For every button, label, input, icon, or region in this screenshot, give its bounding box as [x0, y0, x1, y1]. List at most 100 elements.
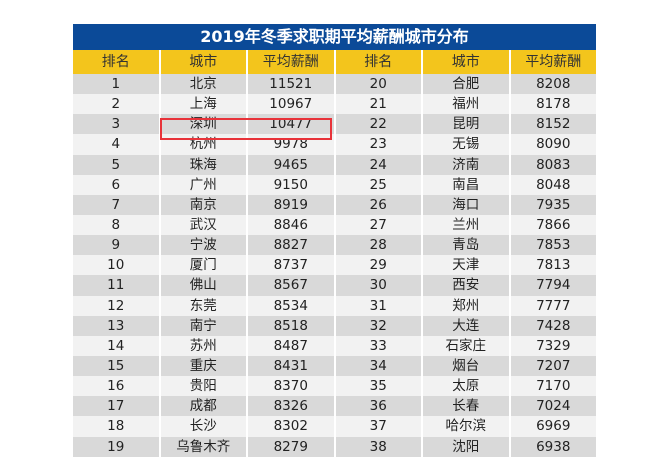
cell-city: 长春	[423, 396, 511, 417]
cell-city: 武汉	[161, 214, 248, 236]
cell-salary: 8326	[248, 396, 336, 417]
cell-rank: 8	[73, 214, 161, 236]
cell-rank: 22	[336, 114, 423, 135]
cell-salary: 8534	[248, 295, 336, 316]
cell-rank: 19	[73, 436, 161, 457]
header-city: 城市	[423, 50, 511, 74]
cell-city: 南京	[161, 194, 248, 215]
cell-salary: 8152	[536, 116, 571, 133]
table-row: 9 宁波 8827 28 青岛 7853	[73, 235, 596, 256]
cell-city: 深圳	[161, 114, 248, 135]
cell-city: 苏州	[161, 335, 248, 356]
table-row: 4 杭州 9978 23 无锡 8090	[73, 134, 596, 155]
cell-rank: 37	[336, 416, 423, 437]
cell-city: 太原	[423, 376, 511, 397]
cell-rank: 4	[73, 134, 161, 155]
table-row: 19 乌鲁木齐 8279 38 沈阳 6938	[73, 436, 596, 457]
cell-rank: 35	[336, 376, 423, 397]
cell-salary: 8919	[248, 194, 336, 215]
cell-city: 福州	[423, 94, 511, 115]
cell-rank: 15	[73, 355, 161, 377]
cell-salary: 7935	[536, 196, 571, 213]
cell-salary: 8846	[248, 214, 336, 236]
cell-salary: 8431	[248, 355, 336, 377]
cell-city: 兰州	[423, 214, 511, 236]
cell-salary: 10967	[248, 94, 336, 115]
table-row: 16 贵阳 8370 35 太原 7170	[73, 376, 596, 397]
cell-salary: 8370	[248, 376, 336, 397]
cell-city: 天津	[423, 255, 511, 276]
cell-city: 哈尔滨	[423, 416, 511, 437]
cell-salary: 7866	[536, 216, 571, 233]
cell-salary: 8827	[248, 235, 336, 256]
cell-salary: 8518	[248, 315, 336, 336]
cell-city: 郑州	[423, 295, 511, 316]
cell-city: 海口	[423, 194, 511, 215]
table-row: 1 北京 11521 20 合肥 8208	[73, 74, 596, 95]
cell-salary: 6938	[536, 438, 571, 455]
cell-rank: 17	[73, 396, 161, 417]
cell-city: 北京	[161, 74, 248, 95]
cell-rank: 36	[336, 396, 423, 417]
cell-salary: 7794	[536, 277, 571, 294]
cell-rank: 28	[336, 235, 423, 256]
table-row: 6 广州 9150 25 南昌 8048	[73, 174, 596, 195]
cell-rank: 21	[336, 94, 423, 115]
table-row: 15 重庆 8431 34 烟台 7207	[73, 355, 596, 377]
cell-rank: 3	[73, 114, 161, 135]
cell-rank: 2	[73, 94, 161, 115]
cell-salary: 7853	[536, 237, 571, 254]
cell-city: 东莞	[161, 295, 248, 316]
table-row: 5 珠海 9465 24 济南 8083	[73, 154, 596, 175]
cell-salary: 7428	[536, 317, 571, 334]
cell-rank: 30	[336, 275, 423, 296]
cell-city: 济南	[423, 154, 511, 175]
table-title: 2019年冬季求职期平均薪酬城市分布	[73, 24, 596, 50]
cell-salary: 8279	[248, 436, 336, 457]
cell-salary: 8090	[536, 136, 571, 153]
cell-city: 广州	[161, 174, 248, 195]
cell-city: 长沙	[161, 416, 248, 437]
cell-rank: 29	[336, 255, 423, 276]
cell-city: 重庆	[161, 355, 248, 377]
cell-city: 贵阳	[161, 376, 248, 397]
cell-rank: 20	[336, 74, 423, 95]
table-body: 1 北京 11521 20 合肥 8208 2 上海 10967 21 福州 8178 3 深圳 10477…	[73, 74, 596, 457]
cell-city: 南宁	[161, 315, 248, 336]
cell-salary: 7170	[536, 378, 571, 395]
cell-rank: 6	[73, 174, 161, 195]
cell-salary: 8737	[248, 255, 336, 276]
cell-salary: 6969	[536, 418, 571, 435]
cell-salary: 7777	[536, 297, 571, 314]
cell-salary: 8302	[248, 416, 336, 437]
table-row: 10 厦门 8737 29 天津 7813	[73, 255, 596, 276]
cell-rank: 38	[336, 436, 423, 457]
header-rank: 排名	[336, 50, 423, 74]
cell-city: 佛山	[161, 275, 248, 296]
cell-city: 厦门	[161, 255, 248, 276]
table-row: 18 长沙 8302 37 哈尔滨 6969	[73, 416, 596, 437]
cell-rank: 27	[336, 214, 423, 236]
table-row: 2 上海 10967 21 福州 8178	[73, 94, 596, 115]
highlight-box	[160, 118, 332, 140]
cell-city: 乌鲁木齐	[161, 436, 248, 457]
cell-salary: 9978	[248, 134, 336, 155]
cell-rank: 5	[73, 154, 161, 175]
table-row: 17 成都 8326 36 长春 7024	[73, 396, 596, 417]
cell-rank: 32	[336, 315, 423, 336]
cell-salary: 8083	[536, 156, 571, 173]
cell-salary: 7207	[536, 357, 571, 374]
cell-city: 合肥	[423, 74, 511, 95]
table-row: 3 深圳 10477 22 昆明 8152	[73, 114, 596, 135]
table-row: 12 东莞 8534 31 郑州 7777	[73, 295, 596, 316]
header-salary: 平均薪酬	[525, 54, 582, 70]
cell-rank: 12	[73, 295, 161, 316]
table-row: 13 南宁 8518 32 大连 7428	[73, 315, 596, 336]
cell-city: 石家庄	[423, 335, 511, 356]
cell-salary: 7024	[536, 398, 571, 415]
cell-rank: 13	[73, 315, 161, 336]
cell-rank: 25	[336, 174, 423, 195]
cell-salary: 7329	[536, 337, 571, 354]
cell-city: 南昌	[423, 174, 511, 195]
cell-city: 青岛	[423, 235, 511, 256]
